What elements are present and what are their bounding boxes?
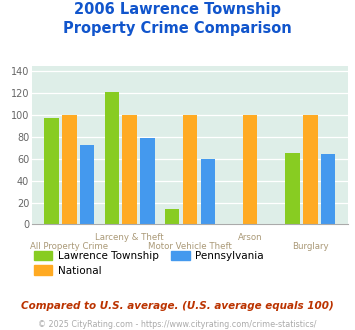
Text: 2006 Lawrence Township
Property Crime Comparison: 2006 Lawrence Township Property Crime Co… — [63, 2, 292, 36]
Text: Arson: Arson — [238, 233, 262, 242]
Bar — [303, 115, 318, 224]
Bar — [44, 118, 59, 224]
Bar — [165, 209, 179, 224]
Bar — [62, 115, 77, 224]
Bar — [243, 115, 257, 224]
Text: Compared to U.S. average. (U.S. average equals 100): Compared to U.S. average. (U.S. average … — [21, 301, 334, 311]
Bar — [140, 138, 155, 224]
Legend: Lawrence Township, National, Pennsylvania: Lawrence Township, National, Pennsylvani… — [34, 251, 263, 276]
Bar — [122, 115, 137, 224]
Text: © 2025 CityRating.com - https://www.cityrating.com/crime-statistics/: © 2025 CityRating.com - https://www.city… — [38, 319, 317, 329]
Text: All Property Crime: All Property Crime — [30, 242, 109, 251]
Bar — [183, 115, 197, 224]
Text: Larceny & Theft: Larceny & Theft — [95, 233, 164, 242]
Text: Motor Vehicle Theft: Motor Vehicle Theft — [148, 242, 232, 251]
Bar — [285, 153, 300, 224]
Bar — [80, 145, 94, 224]
Text: Burglary: Burglary — [292, 242, 329, 251]
Bar — [105, 92, 119, 224]
Bar — [321, 154, 335, 224]
Bar — [201, 159, 215, 224]
